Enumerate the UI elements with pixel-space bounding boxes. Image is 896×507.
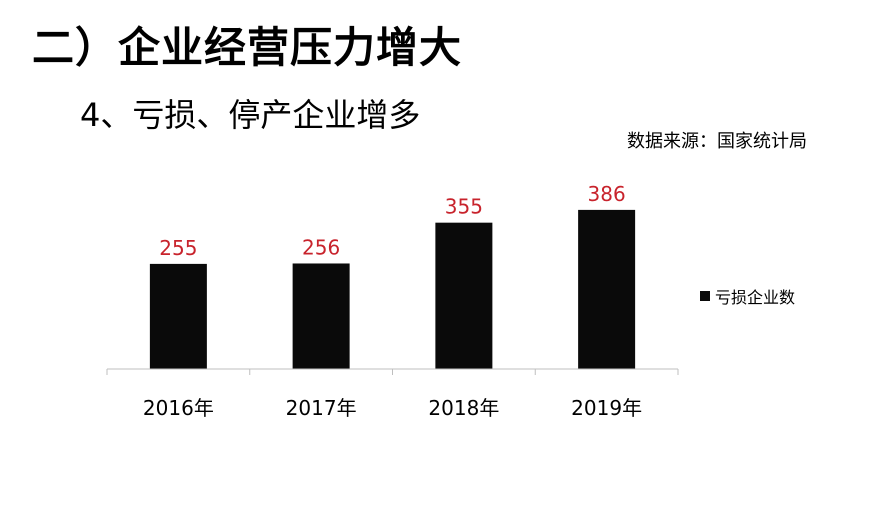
x-tick-label: 2019年 [571,396,642,420]
x-axis [106,368,679,375]
data-label: 386 [588,182,626,206]
x-tick-label: 2017年 [286,396,357,420]
legend-swatch [700,291,710,301]
bar-2016年 [149,263,207,369]
x-tick-labels-layer: 2016年 2017年 2018年 2019年 [143,396,642,420]
bar-2019年 [578,209,636,369]
bar-2017年 [292,263,350,369]
slide-subtitle: 4、亏损、停产企业增多 [80,96,421,134]
data-source-note: 数据来源：国家统计局 [627,131,807,152]
chart-legend: 亏损企业数 [700,284,795,308]
x-tick-label: 2016年 [143,396,214,420]
slide-title: 二）企业经营压力增大 [32,23,463,72]
data-label: 355 [445,195,483,219]
bar-2018年 [435,222,493,369]
legend-label: 亏损企业数 [715,288,796,307]
bars-layer [149,209,636,369]
data-label: 256 [302,235,340,259]
data-labels-layer: 255 256 355 386 [159,182,625,260]
x-tick-label: 2018年 [428,396,499,420]
data-label: 255 [159,236,197,260]
